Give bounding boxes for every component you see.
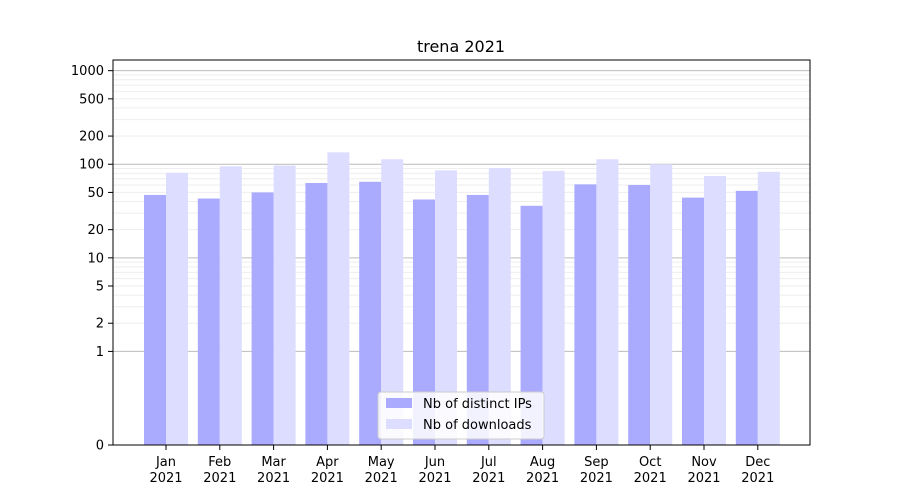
legend-label-downloads: Nb of downloads [423,418,532,433]
x-tick-month: Oct [639,455,661,470]
y-tick-label: 200 [79,130,104,145]
bar-distinct-ips [520,205,543,445]
chart-title: trena 2021 [417,37,505,56]
bar-downloads [327,152,350,445]
bar-distinct-ips [144,194,166,445]
bars-layer [144,152,780,446]
x-tick-label: Jun 2021 [418,455,451,486]
y-tick-label: 5 [96,280,104,295]
bar-distinct-ips [413,199,435,445]
x-tick-month: Feb [208,455,231,470]
y-tick-label: 20 [87,223,104,238]
bar-downloads [488,168,511,445]
bar-distinct-ips [682,197,704,445]
x-tick-year: 2021 [149,471,182,486]
x-tick-month: Jan [155,455,176,470]
x-tick-month: Jun [424,455,445,470]
bar-downloads [219,166,242,445]
x-tick-label: Jan 2021 [149,455,182,486]
x-tick-year: 2021 [580,471,613,486]
legend: Nb of distinct IPs Nb of downloads [377,391,545,440]
x-tick-label: Nov 2021 [687,455,720,486]
y-tick-label: 500 [79,92,104,107]
x-tick-label: May 2021 [365,455,398,486]
bar-downloads [596,159,619,446]
y-tick-label: 10 [87,251,104,266]
x-tick-year: 2021 [526,471,559,486]
bar-distinct-ips [574,184,597,445]
bar-downloads [542,170,565,446]
bar-downloads [704,175,726,445]
plot-frame [112,59,811,446]
y-tick-label: 1000 [71,64,104,79]
x-tick-label: Apr 2021 [311,455,344,486]
bar-distinct-ips [359,181,382,446]
x-tick-label: Aug 2021 [526,455,559,486]
bar-downloads [381,159,404,446]
x-tick-month: Dec [745,455,770,470]
x-tick-label: Sep 2021 [580,455,613,486]
y-tick-label: 50 [87,186,104,201]
legend-swatch-ips [386,398,412,408]
y-tick-label: 0 [96,439,104,454]
x-tick-month: Sep [584,455,609,470]
x-tick-year: 2021 [472,471,505,486]
bar-downloads [273,165,296,446]
x-tick-label: Mar 2021 [257,455,290,486]
x-tick-label: Dec 2021 [741,455,774,486]
x-tick-year: 2021 [257,471,290,486]
x-tick-year: 2021 [365,471,398,486]
bar-downloads [435,170,457,445]
legend-label-ips: Nb of distinct IPs [423,397,532,412]
bar-downloads [650,164,673,445]
x-tick-year: 2021 [634,471,667,486]
legend-swatch-downloads [386,419,412,429]
bar-downloads [757,171,780,445]
x-tick-month: Mar [261,455,286,470]
bar-distinct-ips [466,194,489,445]
bar-distinct-ips [735,190,758,445]
x-tick-year: 2021 [418,471,451,486]
x-tick-month: Nov [691,455,717,470]
bar-distinct-ips [251,192,274,445]
x-tick-year: 2021 [311,471,344,486]
bar-distinct-ips [628,185,651,445]
bar-distinct-ips [197,198,220,445]
legend-frame [377,391,545,440]
y-tick-label: 1 [96,345,104,360]
x-tick-month: May [368,455,395,470]
bar-distinct-ips [305,183,328,446]
x-tick-year: 2021 [203,471,236,486]
x-tick-month: Jul [480,455,497,470]
x-tick-year: 2021 [741,471,774,486]
bar-downloads [166,172,188,445]
x-tick-label: Oct 2021 [634,455,667,486]
x-tick-year: 2021 [687,471,720,486]
x-tick-label: Jul 2021 [472,455,505,486]
y-tick-label: 2 [96,317,104,332]
x-tick-month: Apr [316,455,339,470]
x-tick-month: Aug [530,455,555,470]
y-tick-label: 100 [79,158,104,173]
x-tick-label: Feb 2021 [203,455,236,486]
